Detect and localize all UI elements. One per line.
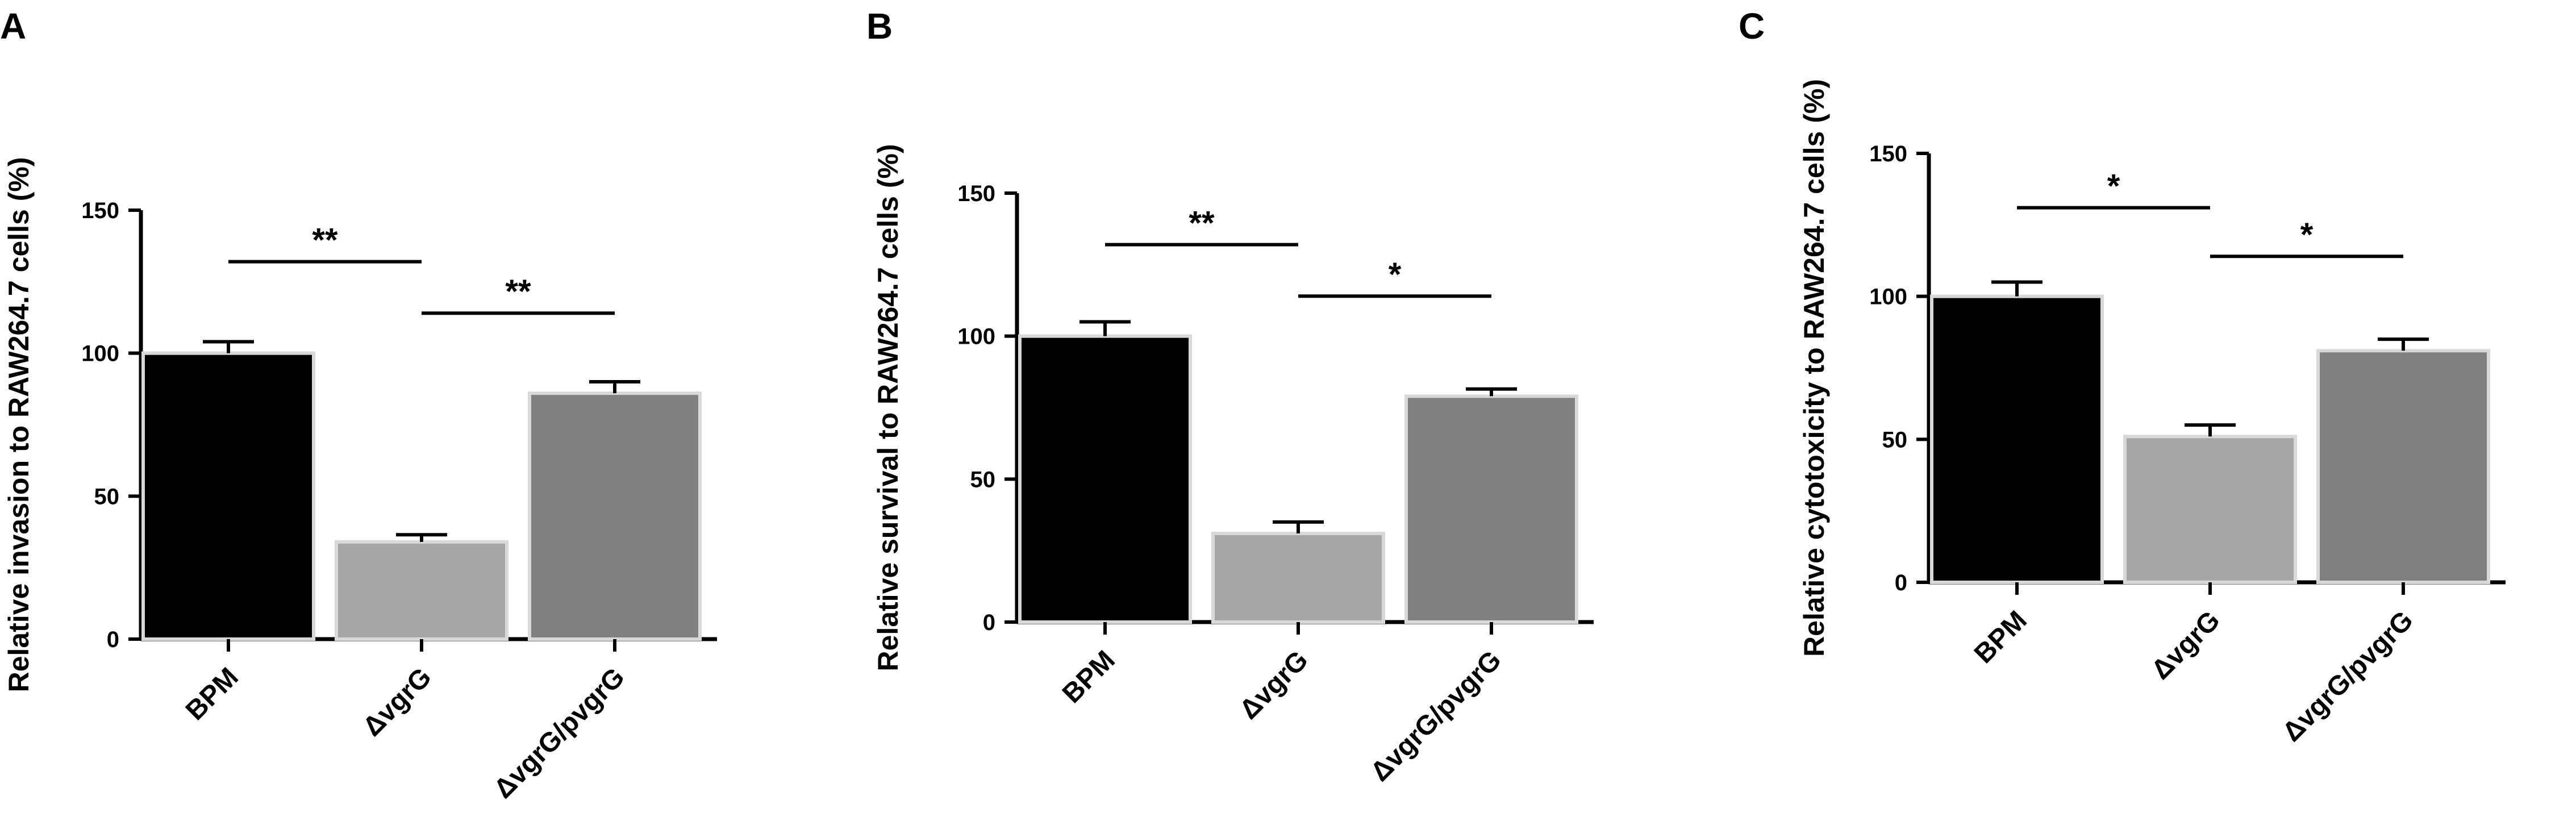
category-label: ΔvgrG/pvgrG (2277, 605, 2419, 747)
bar (141, 351, 315, 641)
category-label: ΔvgrG (357, 662, 437, 742)
category-label: ΔvgrG/pvgrG (488, 662, 630, 804)
panel-letter: B (866, 6, 893, 47)
panel-a: A Relative invasion to RAW264.7 cells (%)… (0, 6, 717, 804)
y-axis-label: Relative invasion to RAW264.7 cells (%) (3, 157, 35, 693)
significance-marker: * (2300, 216, 2314, 253)
y-tick-label: 50 (94, 484, 120, 509)
category-label: BPM (1969, 605, 2033, 669)
y-axis-label: Relative cytotoxicity to RAW264.7 cells … (1798, 79, 1830, 657)
category-label: ΔvgrG (1234, 645, 1314, 725)
category-label: BPM (1057, 645, 1121, 709)
y-tick-label: 100 (81, 341, 119, 366)
y-tick-label: 0 (1895, 570, 1907, 595)
significance-marker: * (1389, 256, 1402, 293)
bar (1404, 394, 1578, 624)
category-label: ΔvgrG/pvgrG (1365, 645, 1507, 787)
significance-marker: * (2107, 168, 2120, 205)
y-tick-label: 150 (957, 181, 995, 206)
y-tick-label: 50 (970, 467, 996, 492)
significance-marker: ** (1189, 205, 1215, 242)
bar (1018, 334, 1192, 624)
panel-c: C Relative cytotoxicity to RAW264.7 cells… (1739, 6, 2506, 748)
category-label: BPM (180, 662, 244, 726)
bar (2316, 349, 2490, 584)
bar (1211, 531, 1385, 624)
bar (2123, 435, 2297, 584)
significance-marker: ** (312, 222, 338, 259)
significance-marker: ** (505, 273, 531, 310)
y-tick-label: 150 (1869, 141, 1907, 166)
panel-b: B Relative survival to RAW264.7 cells (%)… (866, 6, 1594, 787)
y-tick-label: 0 (107, 627, 119, 652)
panel-letter: C (1739, 6, 1765, 47)
y-tick-label: 150 (81, 198, 119, 223)
panel-letter: A (0, 6, 26, 47)
bar (528, 391, 702, 641)
y-tick-label: 50 (1882, 427, 1908, 452)
bar (335, 540, 508, 641)
y-tick-label: 0 (983, 610, 995, 635)
y-axis-label: Relative survival to RAW264.7 cells (%) (872, 144, 904, 671)
bar (1930, 294, 2104, 585)
y-tick-label: 100 (1869, 285, 1907, 310)
y-tick-label: 100 (957, 324, 995, 349)
category-label: ΔvgrG (2146, 605, 2226, 685)
